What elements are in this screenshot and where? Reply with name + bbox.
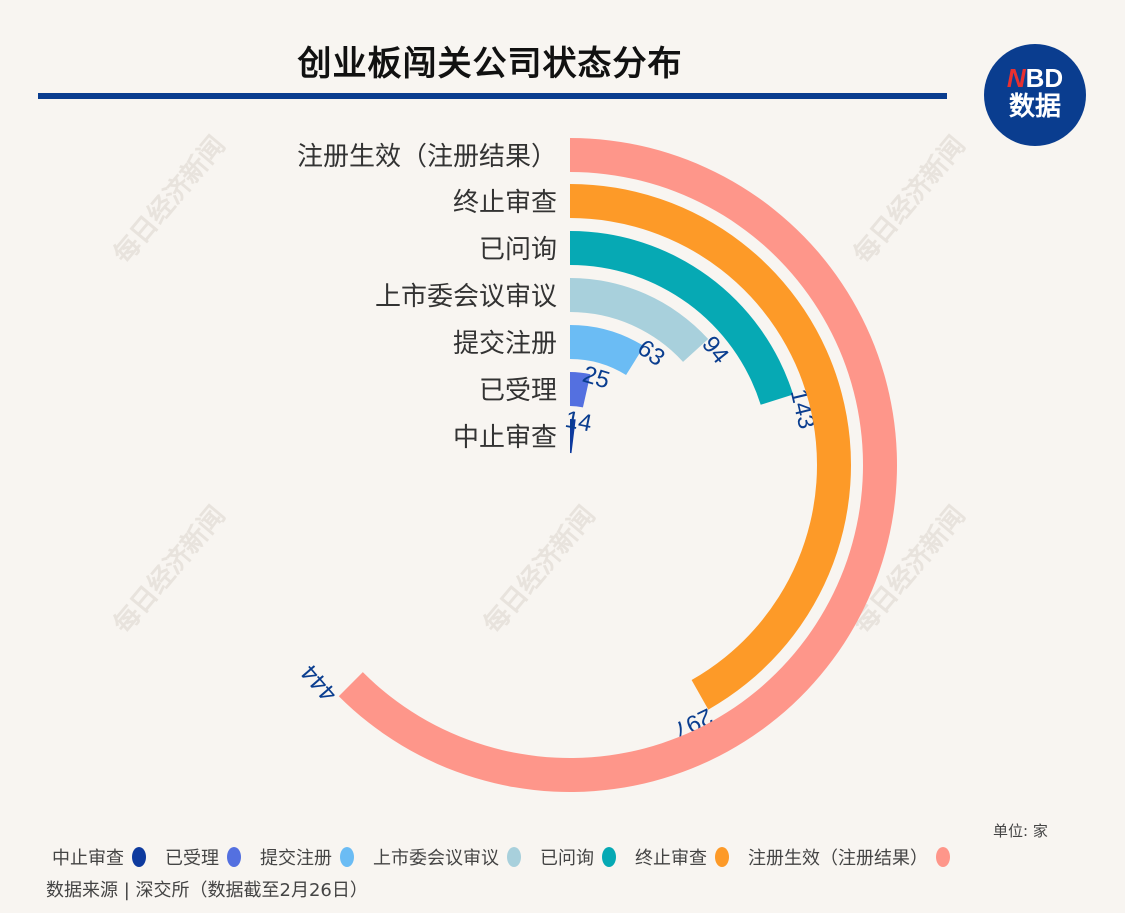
source-note: 数据来源 | 深交所（数据截至2月26日） xyxy=(46,880,368,901)
category-label: 提交注册 xyxy=(452,329,557,359)
legend-item[interactable]: 注册生效（注册结果） xyxy=(748,844,950,870)
nbd-logo: NBD 数据 xyxy=(984,44,1086,146)
bar-5 xyxy=(570,184,851,710)
category-label: 上市委会议审议 xyxy=(374,282,557,312)
title-divider xyxy=(38,93,947,99)
legend-label: 提交注册 xyxy=(260,848,332,869)
legend-label: 注册生效（注册结果） xyxy=(748,848,928,869)
legend-item[interactable]: 终止审查 xyxy=(635,844,729,870)
category-label: 已受理 xyxy=(478,376,557,406)
category-label: 终止审查 xyxy=(452,188,557,218)
legend: 中止审查 已受理 提交注册 上市委会议审议 已问询 终止审查 注册生效（注册结果） xyxy=(52,844,969,870)
legend-dot-icon xyxy=(936,847,950,867)
legend-item[interactable]: 提交注册 xyxy=(260,844,354,870)
logo-text: 数据 xyxy=(1008,92,1061,122)
bar-2 xyxy=(570,325,645,376)
unit-label: 单位: 家 xyxy=(993,822,1048,840)
bar-3 xyxy=(570,278,709,362)
category-label: 已问询 xyxy=(478,235,557,265)
legend-dot-icon xyxy=(507,847,521,867)
legend-dot-icon xyxy=(340,847,354,867)
value-label: 444 xyxy=(296,659,343,707)
legend-dot-icon xyxy=(602,847,616,867)
value-label: 14 xyxy=(563,406,594,438)
legend-dot-icon xyxy=(227,847,241,867)
legend-item[interactable]: 上市委会议审议 xyxy=(373,844,521,870)
logo-bd: BD xyxy=(1025,63,1064,93)
legend-label: 上市委会议审议 xyxy=(373,848,499,869)
chart-title: 创业板闯关公司状态分布 xyxy=(297,44,683,84)
legend-label: 终止审查 xyxy=(635,848,707,869)
category-label: 中止审查 xyxy=(452,423,557,453)
legend-label: 已受理 xyxy=(165,848,219,869)
legend-item[interactable]: 已受理 xyxy=(165,844,241,870)
legend-item[interactable]: 已问询 xyxy=(540,844,616,870)
legend-label: 中止审查 xyxy=(52,848,124,869)
legend-dot-icon xyxy=(132,847,146,867)
bar-1 xyxy=(570,372,591,408)
bar-4 xyxy=(570,231,794,405)
legend-label: 已问询 xyxy=(540,848,594,869)
bar-6 xyxy=(338,138,897,792)
legend-dot-icon xyxy=(715,847,729,867)
legend-item[interactable]: 中止审查 xyxy=(52,844,146,870)
logo-n: N xyxy=(1006,63,1026,93)
bar-0 xyxy=(570,419,576,454)
category-label: 注册生效（注册结果） xyxy=(296,142,557,172)
